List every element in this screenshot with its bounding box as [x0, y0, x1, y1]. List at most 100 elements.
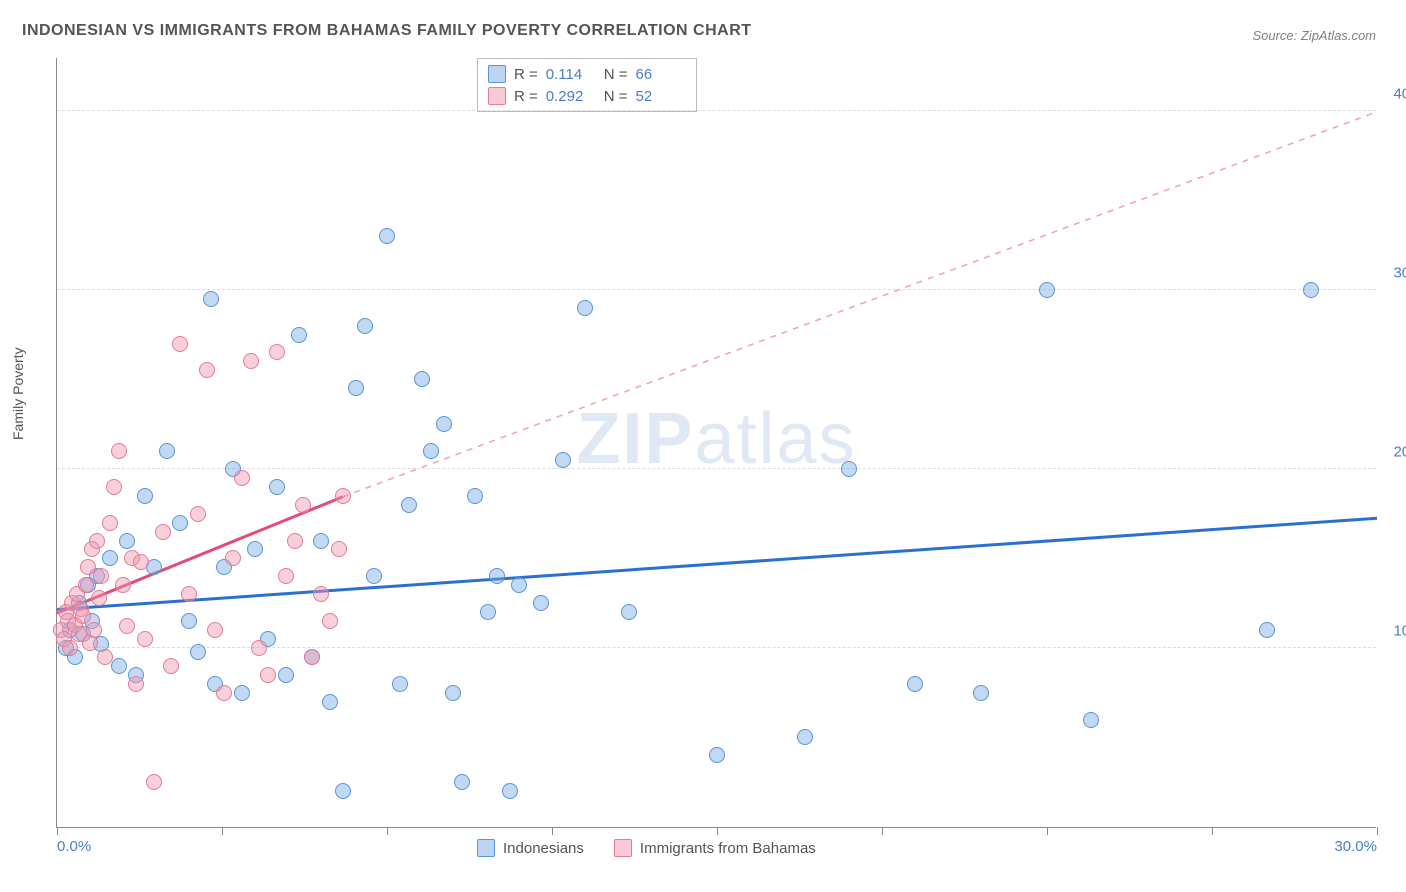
data-point — [62, 640, 78, 656]
data-point — [102, 515, 118, 531]
data-point — [260, 667, 276, 683]
data-point — [480, 604, 496, 620]
data-point — [502, 783, 518, 799]
data-point — [111, 658, 127, 674]
r-value: 0.114 — [546, 66, 596, 83]
data-point — [89, 533, 105, 549]
data-point — [555, 452, 571, 468]
data-point — [335, 488, 351, 504]
data-point — [172, 336, 188, 352]
data-point — [278, 667, 294, 683]
source-attribution: Source: ZipAtlas.com — [1252, 28, 1376, 43]
data-point — [357, 318, 373, 334]
correlation-legend: R =0.114N =66R =0.292N =52 — [477, 58, 697, 112]
x-tick — [1377, 827, 1378, 835]
x-tick — [1047, 827, 1048, 835]
y-axis-label: Family Poverty — [10, 347, 26, 440]
x-tick — [552, 827, 553, 835]
data-point — [436, 416, 452, 432]
data-point — [313, 586, 329, 602]
scatter-plot-area: ZIPatlas R =0.114N =66R =0.292N =52 Indo… — [56, 58, 1376, 828]
data-point — [313, 533, 329, 549]
data-point — [295, 497, 311, 513]
x-tick — [882, 827, 883, 835]
data-point — [155, 524, 171, 540]
n-label: N = — [604, 66, 628, 83]
legend-swatch — [488, 87, 506, 105]
data-point — [234, 685, 250, 701]
data-point — [973, 685, 989, 701]
gridline — [57, 110, 1376, 111]
data-point — [133, 554, 149, 570]
data-point — [1259, 622, 1275, 638]
data-point — [423, 443, 439, 459]
gridline — [57, 468, 1376, 469]
data-point — [119, 618, 135, 634]
series-legend: Indonesians Immigrants from Bahamas — [477, 839, 816, 857]
data-point — [234, 470, 250, 486]
r-label: R = — [514, 66, 538, 83]
data-point — [414, 371, 430, 387]
x-tick-label: 30.0% — [1334, 838, 1377, 855]
data-point — [621, 604, 637, 620]
legend-label: Indonesians — [503, 840, 584, 857]
data-point — [577, 300, 593, 316]
data-point — [102, 550, 118, 566]
legend-item: Indonesians — [477, 839, 584, 857]
data-point — [203, 291, 219, 307]
data-point — [489, 568, 505, 584]
data-point — [199, 362, 215, 378]
data-point — [511, 577, 527, 593]
n-value: 52 — [636, 88, 686, 105]
data-point — [181, 613, 197, 629]
data-point — [304, 649, 320, 665]
legend-label: Immigrants from Bahamas — [640, 840, 816, 857]
data-point — [78, 577, 94, 593]
y-tick-label: 20.0% — [1381, 443, 1406, 460]
x-tick — [222, 827, 223, 835]
data-point — [251, 640, 267, 656]
data-point — [159, 443, 175, 459]
data-point — [106, 479, 122, 495]
data-point — [797, 729, 813, 745]
watermark-thin: atlas — [694, 398, 856, 478]
trend-lines — [57, 58, 1377, 828]
data-point — [907, 676, 923, 692]
data-point — [93, 568, 109, 584]
data-point — [137, 631, 153, 647]
data-point — [128, 676, 144, 692]
data-point — [91, 590, 107, 606]
legend-item: Immigrants from Bahamas — [614, 839, 816, 857]
y-tick-label: 30.0% — [1381, 264, 1406, 281]
x-tick — [387, 827, 388, 835]
data-point — [146, 774, 162, 790]
data-point — [841, 461, 857, 477]
data-point — [401, 497, 417, 513]
data-point — [269, 344, 285, 360]
data-point — [181, 586, 197, 602]
watermark-bold: ZIP — [576, 398, 694, 478]
data-point — [287, 533, 303, 549]
gridline — [57, 289, 1376, 290]
data-point — [322, 613, 338, 629]
data-point — [322, 694, 338, 710]
x-tick — [717, 827, 718, 835]
legend-stats-row: R =0.114N =66 — [488, 63, 686, 85]
data-point — [137, 488, 153, 504]
data-point — [533, 595, 549, 611]
data-point — [86, 622, 102, 638]
r-label: R = — [514, 88, 538, 105]
data-point — [709, 747, 725, 763]
data-point — [190, 506, 206, 522]
data-point — [172, 515, 188, 531]
data-point — [291, 327, 307, 343]
y-tick-label: 10.0% — [1381, 622, 1406, 639]
data-point — [379, 228, 395, 244]
data-point — [1303, 282, 1319, 298]
x-tick — [57, 827, 58, 835]
data-point — [348, 380, 364, 396]
data-point — [1039, 282, 1055, 298]
data-point — [163, 658, 179, 674]
data-point — [119, 533, 135, 549]
chart-title: INDONESIAN VS IMMIGRANTS FROM BAHAMAS FA… — [22, 22, 752, 40]
